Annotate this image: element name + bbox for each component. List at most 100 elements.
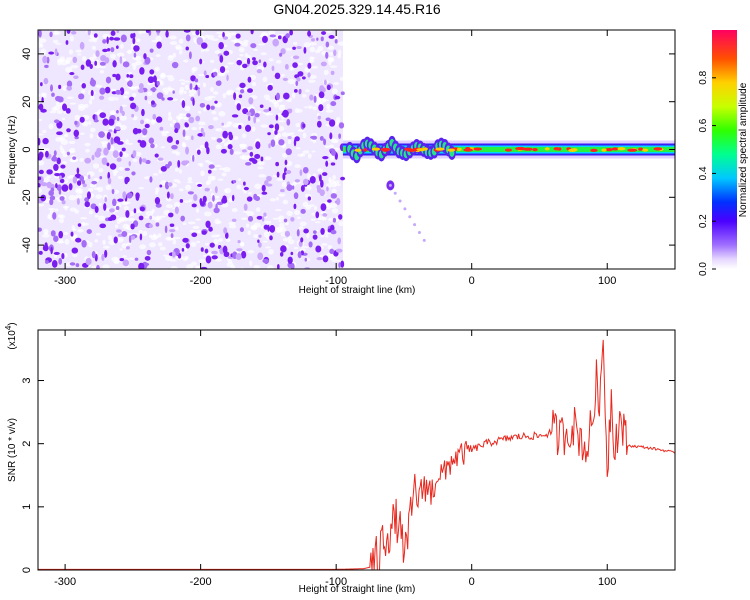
noise-blob xyxy=(87,30,91,36)
noise-blob xyxy=(50,230,56,237)
noise-blob xyxy=(322,87,326,93)
signal-peak xyxy=(504,148,513,152)
noise-blob xyxy=(231,218,237,223)
noise-blob xyxy=(102,39,107,44)
noise-speckle-light xyxy=(293,246,299,250)
noise-blob xyxy=(253,116,257,124)
noise-blob xyxy=(175,140,180,145)
noise-speckle-light xyxy=(79,132,85,135)
x-tick-label: -100 xyxy=(325,275,347,287)
noise-speckle-light xyxy=(84,142,91,147)
noise-blob xyxy=(40,82,43,87)
noise-blob xyxy=(130,223,135,230)
noise-blob xyxy=(68,183,73,191)
noise-blob xyxy=(192,154,195,162)
noise-blob xyxy=(45,150,49,158)
noise-blob xyxy=(330,70,335,76)
noise-blob xyxy=(206,104,211,111)
noise-speckle-light xyxy=(238,47,245,53)
noise-speckle-light xyxy=(91,45,97,50)
noise-blob xyxy=(293,203,297,210)
noise-blob xyxy=(200,127,204,133)
noise-blob xyxy=(191,135,194,141)
noise-speckle-light xyxy=(233,135,239,141)
noise-blob xyxy=(75,237,82,243)
noise-speckle-light xyxy=(197,162,202,166)
noise-speckle-light xyxy=(183,59,189,63)
noise-speckle-light xyxy=(88,210,94,215)
noise-blob xyxy=(115,89,122,95)
noise-blob xyxy=(155,222,160,227)
noise-blob xyxy=(247,76,252,83)
noise-blob xyxy=(235,33,241,39)
noise-blob xyxy=(58,257,63,265)
noise-blob xyxy=(122,191,127,200)
noise-speckle-light xyxy=(141,135,147,138)
snr-ticks: -300 -200 -100 0 100 0 1 2 3 xyxy=(21,330,675,588)
noise-speckle-light xyxy=(264,220,272,224)
noise-speckle-light xyxy=(145,210,154,217)
noise-speckle-light xyxy=(74,209,80,214)
noise-speckle-light xyxy=(264,156,272,161)
noise-speckle-light xyxy=(127,142,133,145)
noise-blob xyxy=(328,35,335,39)
noise-speckle-light xyxy=(69,35,74,42)
noise-speckle-light xyxy=(117,175,124,180)
noise-blob xyxy=(131,171,136,176)
noise-speckle-light xyxy=(90,95,95,101)
noise-speckle-light xyxy=(167,54,174,61)
noise-blob xyxy=(197,183,203,187)
noise-blob xyxy=(91,180,98,185)
signal-peak xyxy=(473,147,483,151)
noise-blob xyxy=(315,245,322,253)
noise-blob xyxy=(242,108,249,115)
noise-blob xyxy=(200,266,208,269)
noise-blob xyxy=(261,215,265,222)
noise-speckle-light xyxy=(145,119,151,123)
noise-blob xyxy=(154,153,159,158)
noise-speckle-light xyxy=(61,161,68,165)
noise-blob xyxy=(300,185,305,192)
noise-blob xyxy=(46,56,50,64)
noise-blob xyxy=(286,184,293,192)
noise-blob xyxy=(195,84,198,91)
noise-blob xyxy=(90,89,94,97)
noise-speckle-light xyxy=(169,259,177,262)
noise-speckle-light xyxy=(302,201,309,208)
noise-speckle-light xyxy=(298,226,304,230)
noise-speckle-light xyxy=(183,200,190,203)
noise-blob xyxy=(132,37,136,45)
noise-speckle-light xyxy=(159,246,166,251)
noise-blob xyxy=(182,237,189,243)
noise-blob xyxy=(53,235,59,242)
noise-blob xyxy=(192,98,195,106)
noise-speckle-light xyxy=(77,187,82,193)
signal-peak xyxy=(371,147,381,151)
noise-blob xyxy=(289,108,293,113)
noise-speckle-light xyxy=(325,234,329,238)
noise-speckle-light xyxy=(307,79,316,83)
noise-speckle-light xyxy=(174,167,179,172)
noise-blob xyxy=(103,147,109,156)
noise-blob xyxy=(121,230,128,237)
noise-speckle-light xyxy=(210,87,214,92)
signal-peak xyxy=(544,147,550,151)
noise-speckle-light xyxy=(239,53,244,57)
noise-blob xyxy=(205,220,211,229)
noise-speckle-light xyxy=(107,234,112,241)
noise-blob xyxy=(291,185,295,190)
noise-blob xyxy=(280,188,285,193)
noise-blob xyxy=(144,255,151,261)
noise-speckle-light xyxy=(131,93,137,98)
noise-speckle-light xyxy=(314,49,321,54)
noise-blob xyxy=(197,88,201,97)
noise-speckle-light xyxy=(253,234,259,239)
noise-speckle-light xyxy=(69,102,77,105)
noise-blob xyxy=(323,138,327,146)
noise-blob xyxy=(139,233,143,241)
noise-speckle-light xyxy=(287,79,296,85)
noise-blob xyxy=(215,203,218,212)
noise-speckle-light xyxy=(60,214,66,219)
noise-speckle-light xyxy=(337,53,342,59)
noise-blob xyxy=(52,212,57,220)
